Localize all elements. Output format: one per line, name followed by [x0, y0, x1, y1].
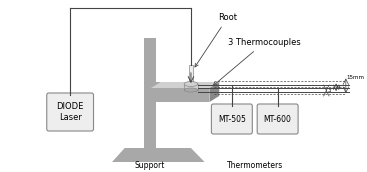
Ellipse shape — [184, 82, 198, 87]
Text: MT-505: MT-505 — [218, 115, 246, 123]
Polygon shape — [210, 82, 219, 102]
FancyBboxPatch shape — [47, 93, 94, 131]
FancyBboxPatch shape — [211, 104, 252, 134]
Text: Root: Root — [195, 13, 237, 67]
Text: 3 Thermocouples: 3 Thermocouples — [213, 38, 301, 86]
Text: Support: Support — [135, 161, 165, 170]
Text: 9: 9 — [337, 85, 341, 90]
FancyBboxPatch shape — [257, 104, 298, 134]
Text: 3: 3 — [327, 88, 331, 93]
Text: 15mm: 15mm — [347, 75, 365, 80]
Bar — [189, 65, 193, 85]
Text: MT-600: MT-600 — [264, 115, 291, 123]
Text: Thermometers: Thermometers — [227, 161, 283, 170]
Bar — [156, 82, 197, 92]
Text: DIODE
Laser: DIODE Laser — [57, 102, 84, 122]
Bar — [144, 38, 156, 155]
Polygon shape — [112, 148, 204, 162]
Bar — [184, 84, 198, 90]
Bar — [151, 88, 210, 102]
Polygon shape — [151, 82, 219, 88]
Ellipse shape — [184, 88, 198, 92]
